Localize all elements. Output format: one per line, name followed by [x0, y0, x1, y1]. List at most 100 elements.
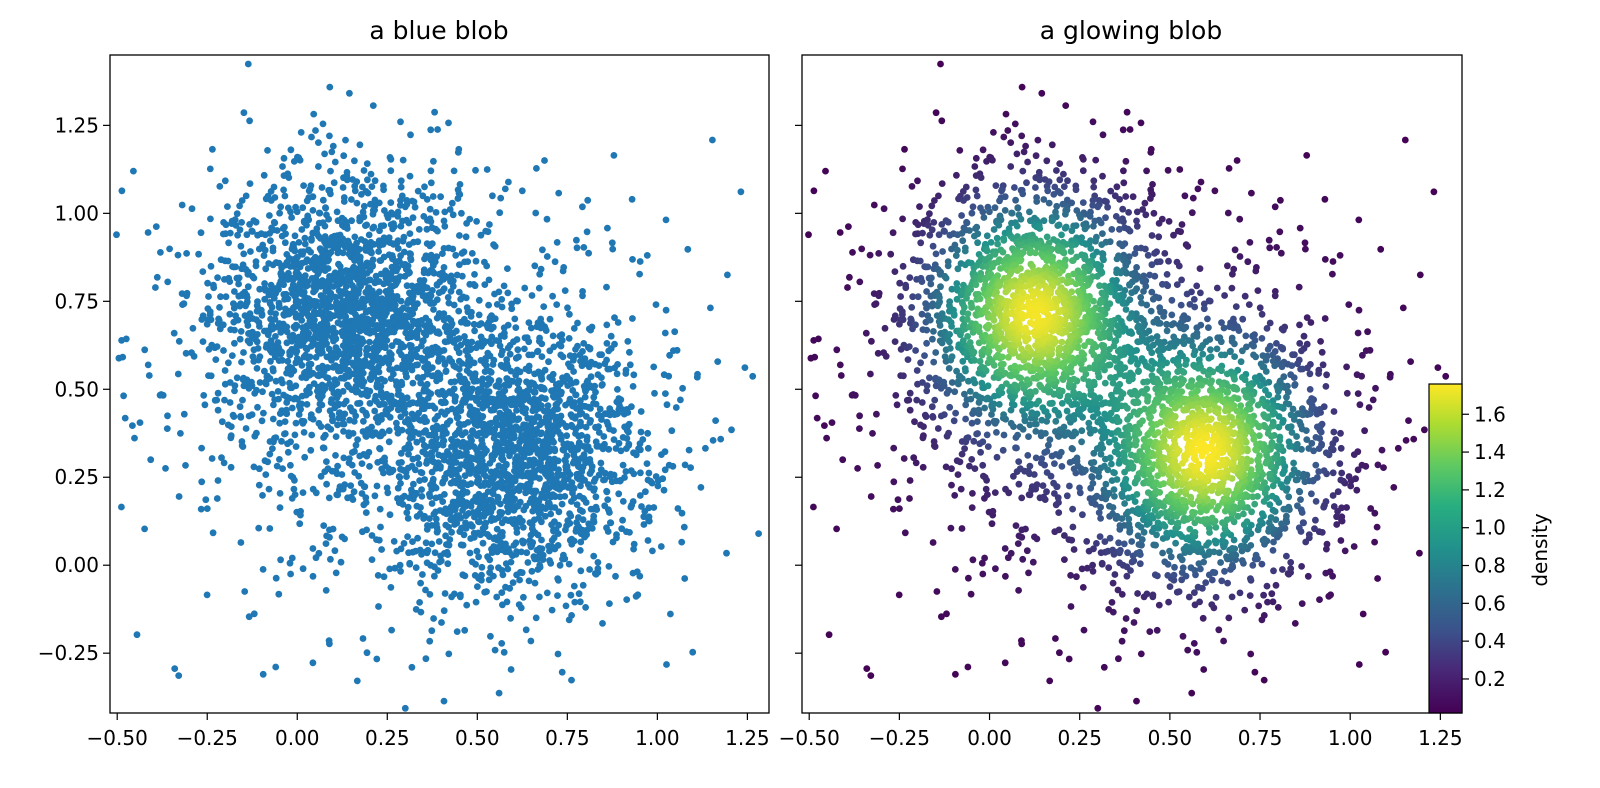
density-point — [982, 485, 990, 493]
scatter-point — [614, 410, 622, 417]
scatter-point — [467, 521, 475, 528]
density-point — [882, 352, 890, 360]
scatter-point — [435, 357, 442, 365]
scatter-point — [255, 305, 262, 313]
y-tick-label: 0.75 — [54, 289, 99, 313]
scatter-point — [292, 419, 300, 427]
scatter-point — [330, 179, 338, 187]
scatter-point — [416, 477, 423, 484]
density-point — [1002, 110, 1010, 118]
scatter-point — [422, 655, 430, 663]
density-point — [1018, 637, 1025, 644]
density-point — [953, 171, 960, 179]
density-point — [1066, 482, 1073, 490]
scatter-point — [403, 373, 410, 381]
scatter-point — [372, 291, 380, 298]
scatter-point — [432, 343, 439, 351]
scatter-point — [209, 529, 217, 537]
scatter-point — [339, 485, 347, 493]
scatter-point — [440, 607, 448, 615]
density-point — [1359, 610, 1367, 618]
density-point — [905, 343, 913, 350]
scatter-point — [366, 463, 373, 470]
scatter-point — [322, 241, 330, 249]
scatter-point — [323, 480, 330, 488]
scatter-point — [343, 275, 351, 282]
scatter-point — [324, 279, 332, 286]
scatter-point — [459, 385, 467, 393]
scatter-point — [510, 477, 518, 485]
scatter-point — [515, 601, 523, 608]
scatter-point — [421, 183, 428, 191]
scatter-point — [413, 438, 421, 446]
scatter-point — [500, 648, 508, 656]
scatter-point — [755, 530, 762, 537]
density-point — [896, 279, 904, 287]
scatter-point — [224, 203, 231, 211]
scatter-point — [431, 108, 438, 116]
scatter-point — [344, 296, 351, 303]
density-point — [1165, 598, 1172, 606]
scatter-point — [288, 495, 296, 502]
scatter-point — [579, 348, 586, 355]
scatter-point — [175, 672, 183, 679]
scatter-point — [504, 565, 512, 573]
density-point — [1123, 108, 1131, 116]
density-point — [1016, 465, 1024, 473]
scatter-point — [315, 209, 323, 217]
scatter-point — [435, 270, 443, 278]
scatter-point — [240, 250, 248, 258]
scatter-point — [570, 451, 578, 459]
scatter-point — [512, 539, 520, 547]
density-point — [1019, 167, 1027, 175]
scatter-point — [574, 443, 582, 451]
x-tick-label: 0.75 — [545, 726, 590, 750]
scatter-point — [174, 370, 182, 378]
scatter-point — [559, 471, 567, 479]
scatter-point — [258, 311, 266, 319]
scatter-point — [326, 289, 333, 296]
scatter-point — [538, 536, 545, 544]
scatter-point — [299, 291, 307, 298]
density-point — [858, 245, 866, 253]
scatter-point — [319, 219, 327, 227]
scatter-point — [613, 370, 621, 378]
scatter-point — [577, 357, 584, 365]
scatter-point — [593, 443, 601, 450]
scatter-point — [332, 569, 340, 577]
density-point — [984, 443, 992, 450]
scatter-point — [498, 351, 505, 359]
scatter-point — [543, 589, 551, 597]
scatter-point — [610, 152, 618, 159]
scatter-point — [229, 411, 237, 419]
scatter-point — [534, 319, 542, 327]
scatter-point — [332, 344, 340, 352]
scatter-point — [268, 390, 276, 398]
density-point — [825, 631, 833, 639]
scatter-point — [749, 372, 757, 380]
scatter-point — [506, 350, 514, 358]
scatter-point — [663, 401, 671, 409]
scatter-point — [393, 419, 400, 427]
scatter-point — [514, 379, 521, 387]
scatter-point — [312, 353, 320, 361]
scatter-point — [414, 238, 422, 246]
scatter-point — [340, 198, 348, 205]
density-point — [1320, 503, 1328, 511]
scatter-point — [317, 423, 325, 430]
scatter-point — [256, 323, 263, 330]
density-point — [1283, 552, 1290, 560]
left-scatter-points — [113, 60, 762, 712]
scatter-point — [322, 540, 330, 547]
scatter-point — [466, 362, 473, 369]
scatter-point — [583, 445, 591, 453]
scatter-point — [555, 577, 562, 584]
scatter-point — [377, 523, 384, 531]
density-point — [1089, 118, 1097, 126]
scatter-point — [386, 326, 394, 334]
scatter-point — [644, 537, 652, 544]
scatter-point — [460, 421, 468, 428]
scatter-point — [428, 468, 436, 476]
scatter-point — [466, 215, 474, 223]
density-point — [1141, 199, 1149, 207]
